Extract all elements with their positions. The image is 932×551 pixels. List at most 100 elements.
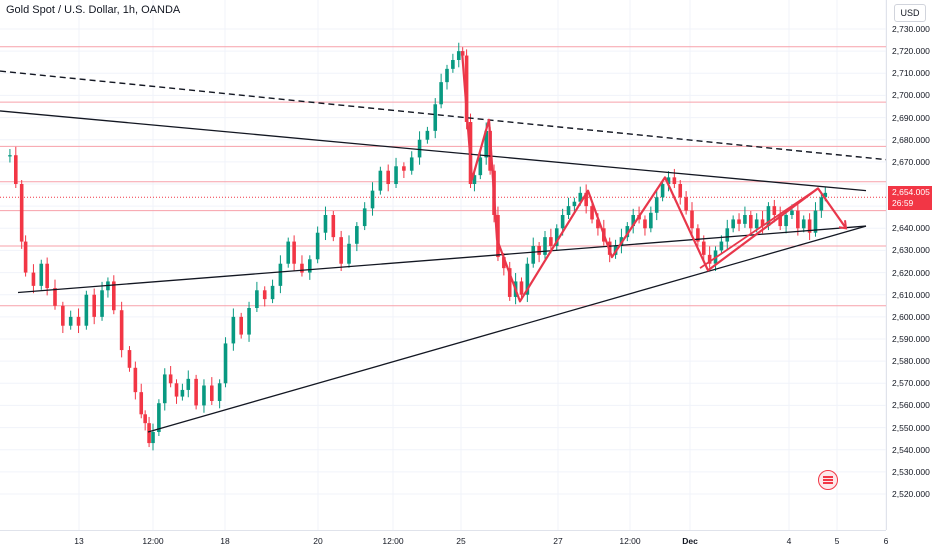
- price-tick-label: 2,610.000: [892, 289, 930, 300]
- candle-body: [143, 414, 147, 424]
- candle-body: [402, 166, 406, 171]
- candle-body: [355, 226, 359, 244]
- candle-body: [223, 343, 228, 384]
- candle-body: [157, 403, 161, 433]
- time-tick-label: 13: [74, 536, 84, 546]
- candle-body: [339, 237, 343, 264]
- price-tick-label: 2,530.000: [892, 466, 930, 477]
- candle-body: [464, 55, 469, 123]
- price-tick-label: 2,620.000: [892, 267, 930, 278]
- candle-body: [239, 316, 243, 335]
- candle-body: [484, 130, 488, 158]
- candle-body: [300, 263, 304, 273]
- candle-body: [754, 219, 759, 229]
- price-tick-label: 2,600.000: [892, 311, 930, 322]
- candle-body: [92, 294, 96, 317]
- candle-body: [417, 139, 422, 158]
- candle-body: [362, 208, 367, 227]
- candle-body: [292, 241, 296, 264]
- price-tick-label: 2,540.000: [892, 444, 930, 455]
- price-tick-label: 2,690.000: [892, 112, 930, 123]
- price-axis[interactable]: [886, 0, 932, 530]
- time-tick-label: 12:00: [382, 536, 404, 546]
- candle-body: [672, 177, 677, 185]
- time-tick-label: 4: [786, 536, 792, 546]
- price-tick-label: 2,630.000: [892, 245, 930, 256]
- candle-body: [731, 219, 735, 229]
- candle-body: [119, 310, 124, 351]
- price-tick-label: 2,670.000: [892, 156, 930, 167]
- currency-button[interactable]: USD: [894, 4, 926, 22]
- candle-body: [323, 215, 328, 233]
- candle-body: [386, 170, 390, 185]
- candle-body: [378, 170, 383, 191]
- candle-body: [678, 184, 683, 198]
- candle-body: [151, 432, 155, 444]
- candle-body: [496, 215, 500, 258]
- candle-body: [168, 374, 173, 384]
- candle-body: [654, 197, 659, 213]
- last-price-value: 2,654.005: [892, 187, 930, 197]
- candle-body: [194, 378, 198, 406]
- candle-body: [451, 60, 455, 69]
- candle-body: [456, 51, 461, 61]
- candle-body: [549, 237, 553, 247]
- time-tick-label: 27: [553, 536, 563, 546]
- arrow-head-icon: [838, 220, 848, 230]
- candle-body: [719, 241, 724, 251]
- time-tick-label: 20: [313, 536, 323, 546]
- candle-body: [725, 228, 730, 242]
- time-tick-label: Dec: [682, 536, 698, 546]
- candle-body: [247, 308, 251, 335]
- candle-body: [690, 210, 694, 229]
- candle-body: [180, 389, 185, 397]
- candle-body: [531, 246, 536, 264]
- candle-body: [743, 215, 747, 224]
- time-tick-label: 12:00: [619, 536, 641, 546]
- tradingview-logo-icon[interactable]: [818, 470, 838, 490]
- candle-body: [139, 392, 144, 415]
- candle-body: [643, 219, 647, 229]
- candle-body: [315, 232, 320, 260]
- candle-body: [560, 215, 565, 229]
- candle-body: [807, 219, 812, 233]
- candle-body: [784, 215, 788, 227]
- rising-support-line: [147, 225, 867, 433]
- candle-body: [778, 215, 782, 227]
- candle-body: [68, 316, 73, 326]
- time-tick-label: 5: [834, 536, 840, 546]
- price-tick-label: 2,710.000: [892, 68, 930, 79]
- candle-body: [707, 254, 712, 264]
- price-tick-label: 2,580.000: [892, 356, 930, 367]
- candle-body: [347, 243, 351, 264]
- candle-body: [701, 241, 706, 255]
- candle-body: [433, 104, 438, 131]
- candle-body: [162, 374, 167, 404]
- candle-body: [696, 228, 700, 242]
- candle-body: [590, 206, 594, 220]
- time-axis[interactable]: [0, 530, 886, 551]
- candle-body: [572, 201, 577, 207]
- candle-body: [760, 219, 765, 227]
- time-tick-label: 25: [456, 536, 466, 546]
- candle-body: [425, 130, 430, 140]
- candle-body: [584, 192, 588, 207]
- upper-trendline: [0, 110, 867, 192]
- candle-body: [649, 212, 653, 229]
- wedge-lower-path: [699, 187, 819, 269]
- candle-body: [8, 155, 12, 157]
- candle-body: [23, 241, 28, 273]
- candle-body: [819, 197, 824, 211]
- candle-body: [409, 157, 414, 171]
- symbol-title[interactable]: Gold Spot / U.S. Dollar, 1h, OANDA: [6, 4, 181, 16]
- candle-body: [525, 263, 530, 295]
- candle-body: [278, 263, 283, 286]
- candle-body: [472, 175, 477, 185]
- dashed-trendline: [0, 70, 887, 161]
- candle-body: [127, 350, 132, 368]
- candle-body: [31, 272, 36, 286]
- candle-body: [823, 192, 828, 198]
- candle-body: [772, 206, 777, 216]
